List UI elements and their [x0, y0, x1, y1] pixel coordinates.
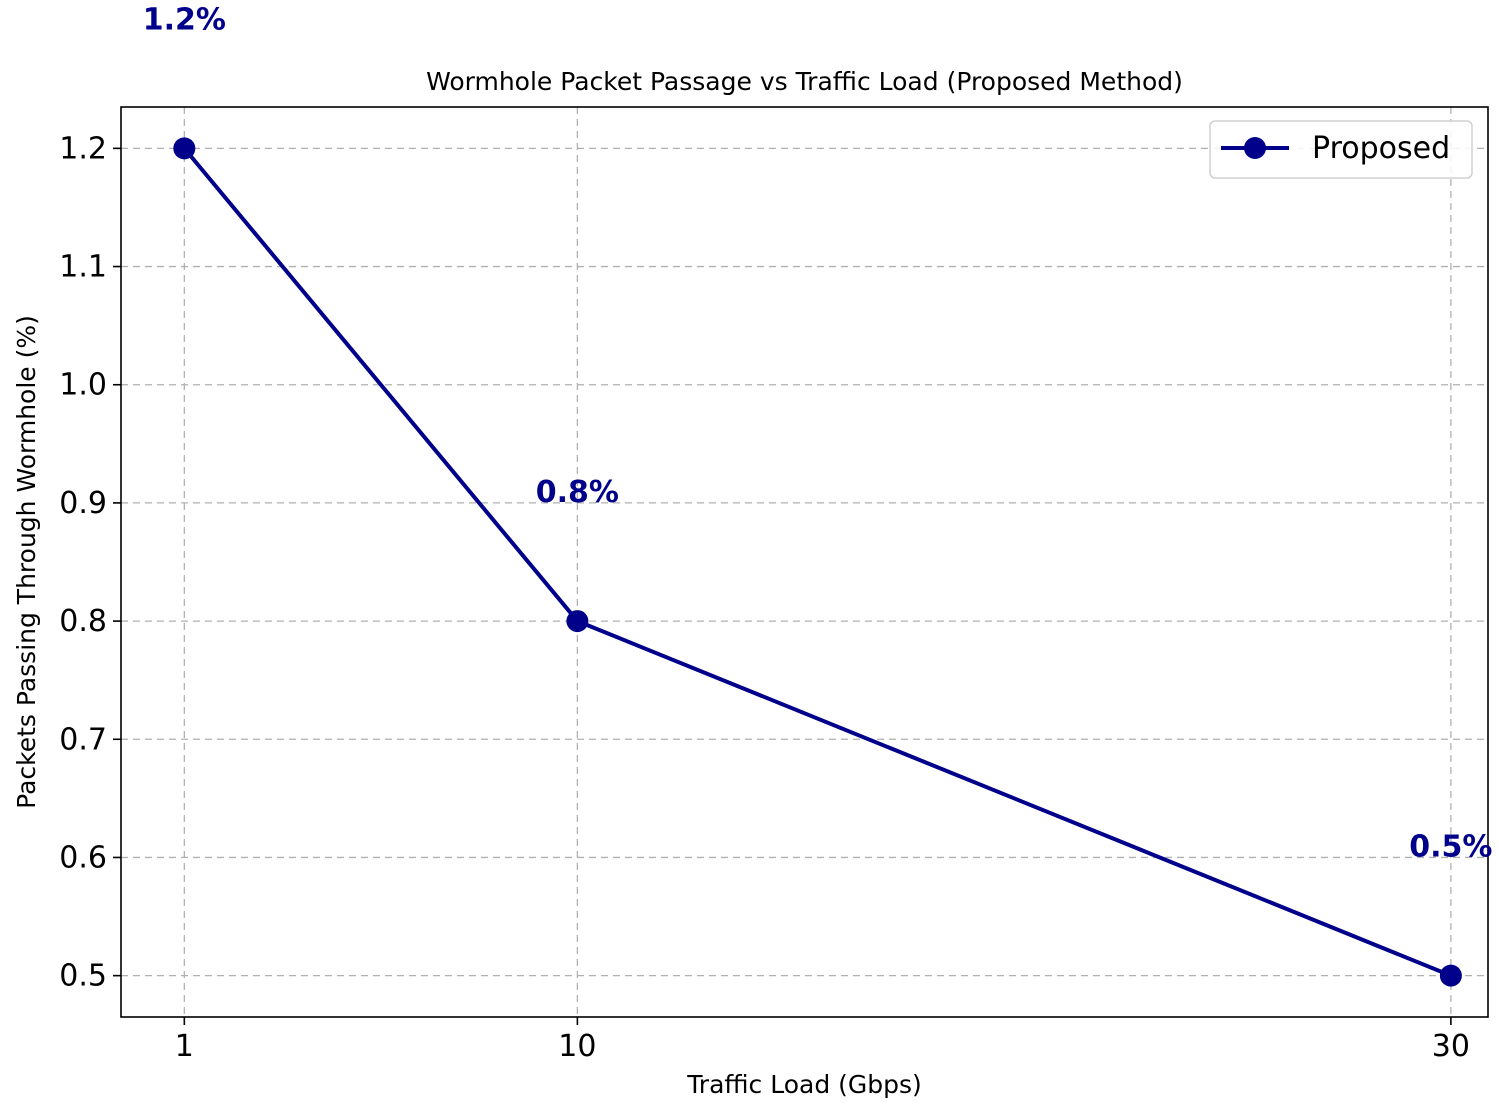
x-axis-label: Traffic Load (Gbps): [686, 1070, 922, 1099]
y-tick-label: 0.6: [59, 840, 107, 875]
y-tick-label: 0.5: [59, 959, 107, 994]
legend: Proposed: [1209, 120, 1473, 179]
y-tick-label: 0.9: [59, 486, 107, 521]
legend-marker: [1244, 137, 1266, 159]
x-axis-ticks: 1 10 30: [175, 1017, 1470, 1064]
y-tick-label: 0.7: [59, 722, 107, 757]
data-label: 0.5%: [1409, 830, 1492, 865]
data-label: 1.2%: [143, 2, 226, 37]
y-axis-label: Packets Passing Through Wormhole (%): [12, 315, 41, 809]
data-point: [566, 610, 589, 633]
series-line-proposed: [182, 147, 1452, 978]
data-label: 0.8%: [536, 475, 619, 510]
data-point: [173, 137, 196, 160]
chart-title: Wormhole Packet Passage vs Traffic Load …: [426, 67, 1183, 96]
y-tick-label: 0.8: [59, 604, 107, 639]
x-tick-label: 30: [1432, 1029, 1470, 1064]
y-axis-ticks: 0.5 0.6 0.7 0.8 0.9 1.0 1.1 1.2: [59, 131, 121, 994]
legend-box: [1209, 120, 1473, 179]
plot-area-frame: [120, 106, 1489, 1018]
y-tick-label: 1.0: [59, 368, 107, 403]
x-tick-label: 10: [558, 1029, 596, 1064]
y-tick-label: 1.2: [59, 131, 107, 166]
series-layer: [173, 137, 1462, 987]
data-point: [1439, 964, 1462, 987]
x-tick-label: 1: [175, 1029, 194, 1064]
grid-lines: [121, 107, 1488, 1017]
data-labels: 1.2% 0.8% 0.5%: [143, 2, 1493, 864]
y-tick-label: 1.1: [59, 250, 107, 285]
legend-entry-proposed: Proposed: [1312, 131, 1450, 166]
